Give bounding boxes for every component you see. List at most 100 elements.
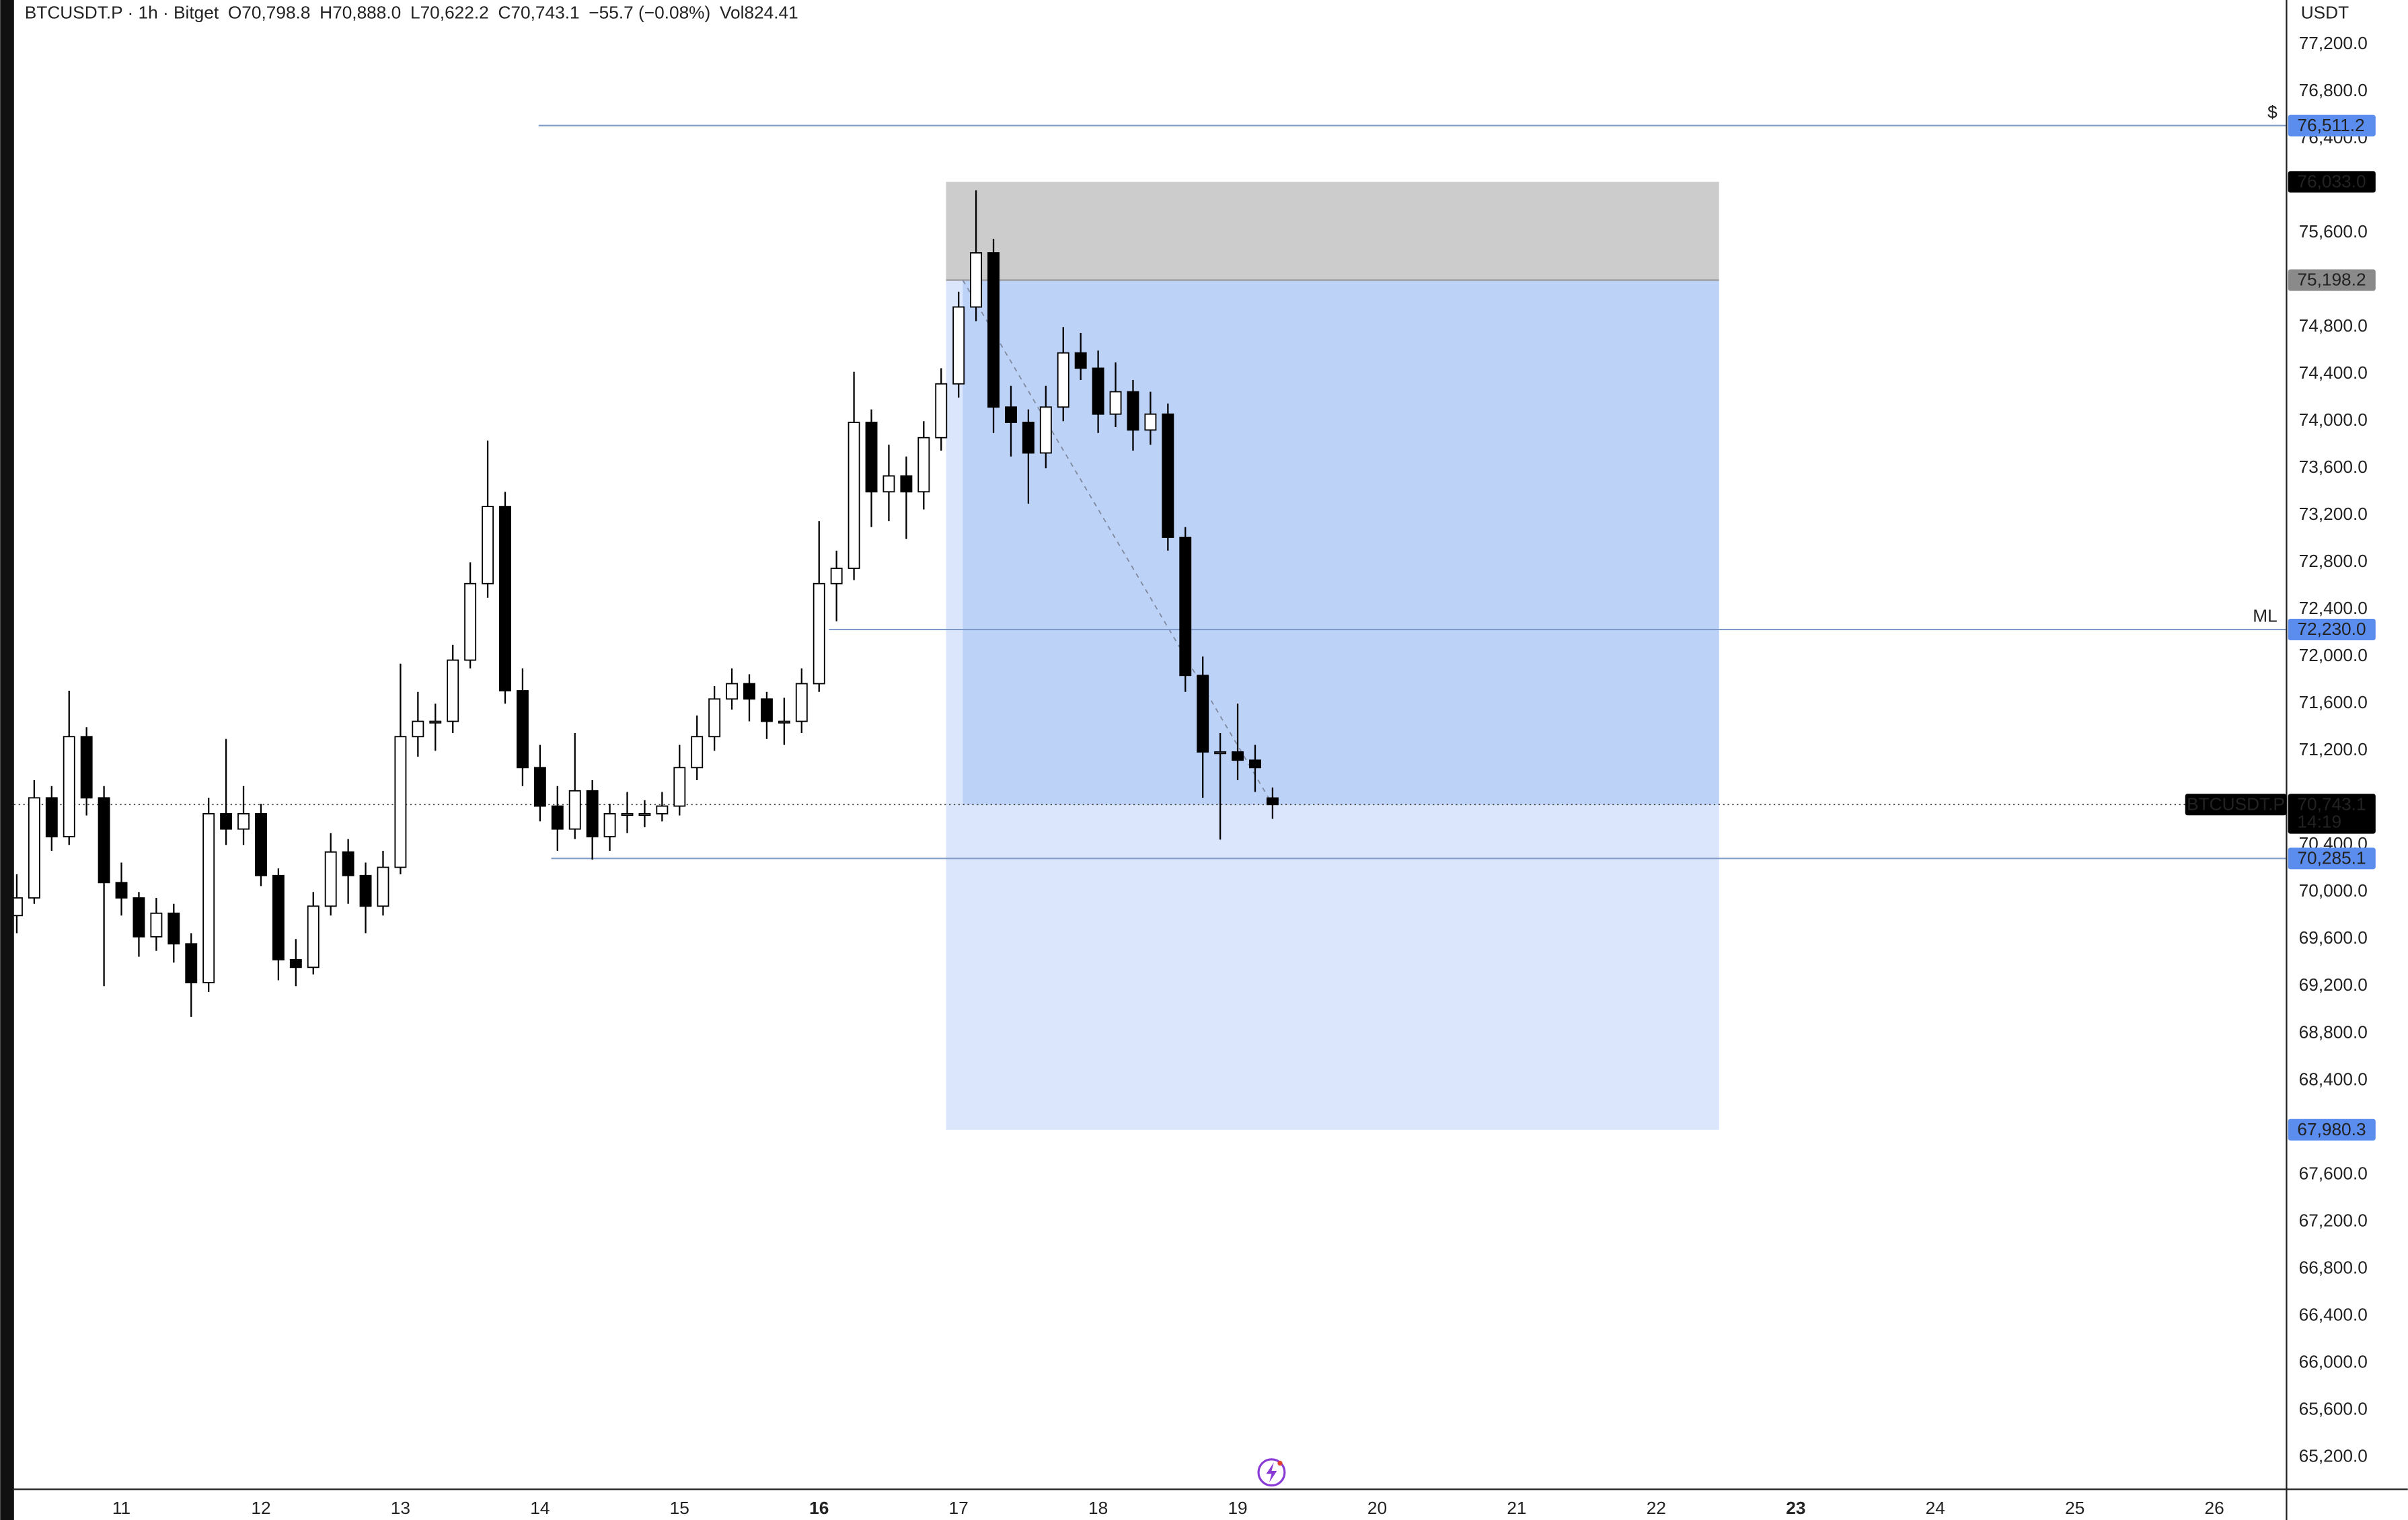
header-field: H70,888.0 bbox=[319, 2, 401, 22]
y-tick-label: 71,200.0 bbox=[2299, 739, 2368, 759]
x-tick-label: 12 bbox=[251, 1498, 270, 1518]
candle-body bbox=[568, 790, 581, 830]
candle-body bbox=[1179, 537, 1192, 677]
candle-body bbox=[778, 720, 790, 724]
candle-body bbox=[970, 252, 983, 308]
candle-body bbox=[1109, 391, 1122, 415]
candle-body bbox=[813, 582, 825, 685]
candle-body bbox=[848, 422, 860, 569]
candle-body bbox=[1022, 422, 1034, 454]
candle-body bbox=[464, 582, 477, 661]
y-tick-label: 73,200.0 bbox=[2299, 504, 2368, 524]
x-tick-label: 17 bbox=[949, 1498, 969, 1518]
x-tick-label: 24 bbox=[1926, 1498, 1945, 1518]
candle-body bbox=[115, 882, 128, 899]
x-tick-label: 18 bbox=[1088, 1498, 1108, 1518]
x-tick-label: 26 bbox=[2205, 1498, 2224, 1518]
symbol-tag-box bbox=[2185, 794, 2287, 816]
candle-body bbox=[726, 683, 739, 700]
candle-body bbox=[412, 720, 424, 738]
y-tick-label: 75,600.0 bbox=[2299, 221, 2368, 241]
candle-body bbox=[1005, 406, 1017, 423]
level-tag: $ bbox=[2267, 102, 2278, 122]
candle-body bbox=[743, 683, 755, 700]
candle-body bbox=[882, 475, 895, 493]
candle-body bbox=[795, 683, 808, 722]
candle-body bbox=[499, 506, 511, 691]
candle-body bbox=[1057, 352, 1069, 408]
candle-body bbox=[691, 736, 704, 769]
level-price-label-box bbox=[2288, 114, 2376, 137]
axis-unit: USDT bbox=[2301, 2, 2349, 22]
level-tag: ML bbox=[2253, 606, 2277, 626]
y-tick-label: 72,400.0 bbox=[2299, 598, 2368, 618]
candle-body bbox=[987, 252, 1000, 408]
x-tick-label: 19 bbox=[1228, 1498, 1247, 1518]
candle-body bbox=[482, 506, 494, 584]
y-tick-label: 65,200.0 bbox=[2299, 1445, 2368, 1466]
current-price-box bbox=[2288, 794, 2376, 834]
candle-body bbox=[429, 720, 442, 724]
candle-body bbox=[533, 767, 546, 807]
x-tick-label: 22 bbox=[1647, 1498, 1666, 1518]
y-tick-label: 72,000.0 bbox=[2299, 645, 2368, 665]
x-tick-label: 25 bbox=[2065, 1498, 2084, 1518]
y-tick-label: 68,800.0 bbox=[2299, 1022, 2368, 1042]
candle-body bbox=[952, 306, 965, 385]
x-tick-label: 20 bbox=[1367, 1498, 1387, 1518]
level-price-label: 76,511.2 bbox=[2297, 115, 2364, 135]
candle-body bbox=[865, 422, 878, 493]
candle-body bbox=[150, 912, 163, 938]
y-tick-label: 76,800.0 bbox=[2299, 80, 2368, 100]
candle-body bbox=[359, 874, 372, 907]
header-field: L70,622.2 bbox=[410, 2, 489, 22]
x-tick-label: 14 bbox=[530, 1498, 550, 1518]
x-tick-label: 21 bbox=[1507, 1498, 1526, 1518]
left-edge bbox=[0, 0, 14, 1520]
x-tick-label: 23 bbox=[1786, 1498, 1805, 1518]
stop-price-label: 76,033.0 bbox=[2297, 171, 2366, 191]
candle-body bbox=[255, 812, 267, 876]
stop-price-label-box bbox=[2288, 171, 2376, 193]
candle-body bbox=[1039, 406, 1052, 454]
candle-body bbox=[289, 959, 302, 968]
x-tick-label: 11 bbox=[112, 1498, 130, 1518]
candle-body bbox=[1249, 759, 1261, 769]
y-tick-label: 74,000.0 bbox=[2299, 410, 2368, 430]
candle-body bbox=[45, 797, 58, 837]
level-price-label-box bbox=[2288, 619, 2376, 640]
candle-body bbox=[900, 475, 913, 493]
candle-body bbox=[447, 659, 459, 722]
header-field: Vol824.41 bbox=[720, 2, 798, 22]
y-tick-label: 66,800.0 bbox=[2299, 1257, 2368, 1277]
candle-body bbox=[28, 797, 40, 899]
trade-path bbox=[962, 280, 1273, 805]
target-price-label: 67,980.3 bbox=[2297, 1119, 2366, 1139]
y-tick-label: 74,400.0 bbox=[2299, 363, 2368, 383]
candle-body bbox=[551, 805, 564, 830]
candle-body bbox=[324, 851, 337, 907]
header-field: C70,743.1 bbox=[498, 2, 579, 22]
entry-price-label-box bbox=[2288, 269, 2376, 291]
candle-body bbox=[220, 812, 233, 830]
candle-body bbox=[80, 736, 93, 799]
y-tick-label: 65,600.0 bbox=[2299, 1398, 2368, 1418]
y-tick-label: 67,200.0 bbox=[2299, 1210, 2368, 1230]
y-tick-label: 66,000.0 bbox=[2299, 1351, 2368, 1371]
candle-body bbox=[760, 698, 773, 722]
y-tick-label: 68,400.0 bbox=[2299, 1069, 2368, 1089]
candle-body bbox=[1214, 751, 1227, 755]
level-price-label: 70,285.1 bbox=[2297, 847, 2366, 868]
symbol-tag: BTCUSDT.P bbox=[2187, 794, 2285, 814]
current-price-label: 70,743.1 bbox=[2297, 794, 2366, 814]
y-tick-label: 73,600.0 bbox=[2299, 457, 2368, 477]
plot-area: $ ML bbox=[10, 102, 2287, 1130]
candle-body bbox=[307, 905, 319, 968]
candle-body bbox=[1074, 352, 1087, 369]
y-tick-label: 66,400.0 bbox=[2299, 1304, 2368, 1324]
candle-body bbox=[1162, 413, 1174, 538]
y-tick-label: 71,600.0 bbox=[2299, 692, 2368, 712]
x-tick-label: 16 bbox=[809, 1498, 829, 1518]
header-field: −55.7 (−0.08%) bbox=[589, 2, 710, 22]
candle-body bbox=[656, 805, 669, 814]
